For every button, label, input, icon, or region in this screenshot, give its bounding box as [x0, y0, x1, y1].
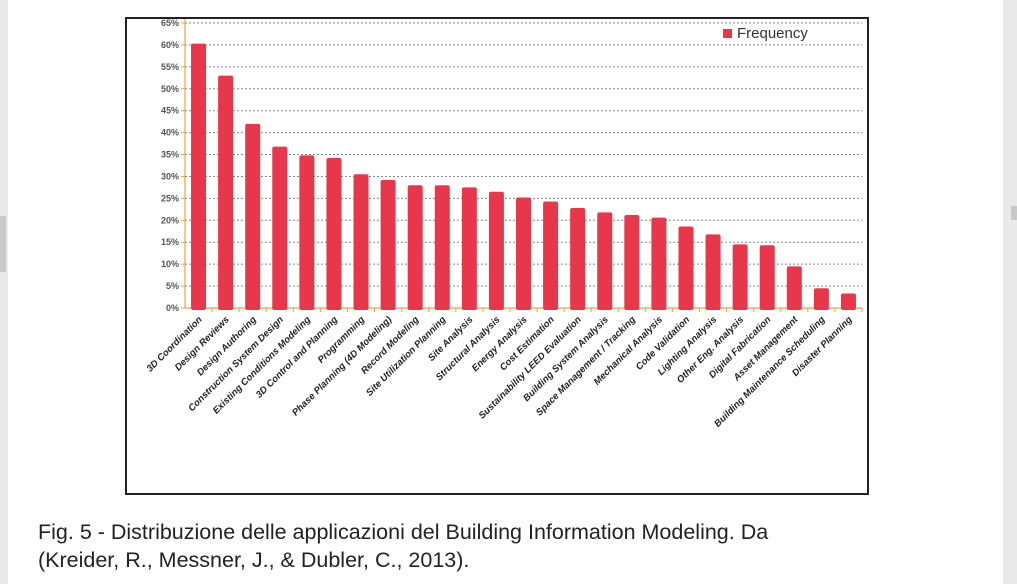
- bar: [245, 123, 261, 310]
- bar: [488, 191, 504, 310]
- bar: [705, 234, 721, 310]
- caption-line-1: Fig. 5 - Distribuzione delle applicazion…: [38, 520, 769, 544]
- bar: [191, 43, 207, 310]
- bar: [516, 197, 531, 310]
- bar: [380, 179, 396, 310]
- y-tick-label: 5%: [166, 281, 179, 291]
- bar: [651, 217, 667, 310]
- bar: [597, 212, 613, 310]
- bar: [570, 208, 586, 310]
- y-tick-label: 60%: [161, 40, 179, 50]
- bar: [813, 288, 829, 310]
- y-tick-label: 40%: [161, 128, 179, 138]
- bar: [678, 226, 694, 310]
- bar: [759, 245, 775, 310]
- y-tick-label: 15%: [161, 237, 179, 247]
- bar: [461, 187, 477, 310]
- right-scroll-marker: [1011, 206, 1017, 220]
- bar: [624, 215, 640, 310]
- y-tick-label: 20%: [161, 215, 179, 225]
- bar: [732, 244, 748, 310]
- y-tick-label: 10%: [161, 259, 179, 269]
- bar: [218, 75, 234, 310]
- bar: [407, 185, 423, 310]
- bar: [272, 146, 288, 310]
- y-tick-label: 30%: [161, 171, 179, 181]
- y-tick-label: 0%: [166, 303, 179, 313]
- bar: [434, 185, 450, 310]
- bar: [543, 201, 559, 310]
- y-tick-label: 55%: [161, 62, 179, 72]
- bar: [840, 293, 856, 310]
- left-scroll-marker: [0, 216, 6, 272]
- legend-label: Frequency: [737, 25, 808, 42]
- y-tick-label: 35%: [161, 150, 179, 160]
- x-tick-label: Phase Planning (4D Modeling): [290, 314, 394, 418]
- caption-line-2: (Kreider, R., Messner, J., & Dubler, C.,…: [38, 548, 470, 572]
- y-tick-label: 50%: [161, 84, 179, 94]
- bar: [299, 155, 315, 310]
- bar: [326, 158, 342, 310]
- y-tick-label: 65%: [161, 18, 179, 28]
- bar: [353, 174, 369, 310]
- legend-swatch: [723, 29, 732, 38]
- y-tick-label: 25%: [161, 193, 179, 203]
- x-tick-label: Space Management / Tracking: [534, 314, 638, 418]
- bar: [786, 266, 802, 310]
- y-tick-label: 45%: [161, 106, 179, 116]
- figure-caption: Fig. 5 - Distribuzione delle applicazion…: [38, 518, 948, 574]
